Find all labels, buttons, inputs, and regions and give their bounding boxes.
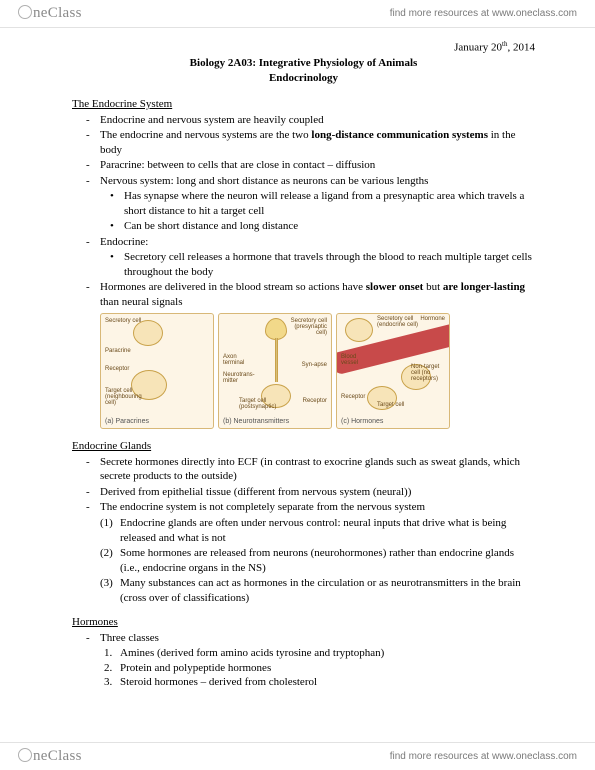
document-subtitle: Endocrinology [72,71,535,86]
caption: Secretory cell (presynaptic cell) [283,318,327,336]
caption: Receptor [105,366,129,372]
caption: Target cell [377,402,404,408]
list-item: Can be short distance and long distance [124,219,535,234]
panel-label: (a) Paracrines [105,417,149,426]
list-item: Secrete hormones directly into ECF (in c… [100,455,535,484]
glands-numbered: (1)Endocrine glands are often under nerv… [100,516,535,605]
list-item: Derived from epithelial tissue (differen… [100,485,535,500]
caption: Secretory cell [105,318,141,324]
list-item: Endocrine: [100,235,535,250]
section-glands-head: Endocrine Glands [72,439,535,454]
caption: Syn-apse [302,362,327,368]
brand-logo: neClass [18,5,82,22]
caption: Receptor [303,398,327,404]
list-item: The endocrine and nervous systems are th… [100,128,535,157]
caption: Axon terminal [223,354,253,366]
brand-logo: neClass [18,748,82,765]
caption: Target cell (neighbouring cell) [105,388,145,406]
resources-link[interactable]: find more resources at www.oneclass.com [390,8,577,19]
document-body: January 20th, 2014 Biology 2A03: Integra… [72,40,535,730]
list-item: Three classes [100,631,535,646]
list-item: Paracrine: between to cells that are clo… [100,158,535,173]
caption: Neurotrans-mitter [223,372,257,384]
caption: Paracrine [105,348,131,354]
document-title: Biology 2A03: Integrative Physiology of … [72,56,535,71]
glands-list: Secrete hormones directly into ECF (in c… [72,455,535,605]
caption: Hormone [420,316,445,322]
logo-circle-icon [18,5,32,19]
caption: Non-target cell (no receptors) [411,364,447,382]
list-item: Hormones are delivered in the blood stre… [100,280,535,309]
panel-hormones: Secretory cell (endocrine cell) Hormone … [336,313,450,429]
panel-label: (c) Hormones [341,417,383,426]
list-item: Has synapse where the neuron will releas… [124,189,535,218]
secretory-cell-icon [345,318,373,342]
nervous-sublist: Has synapse where the neuron will releas… [100,189,535,234]
signaling-figure: Secretory cell Paracrine Receptor Target… [100,313,450,429]
list-item: (2)Some hormones are released from neuro… [120,546,535,575]
caption: Target cell (postsynaptic) [239,398,289,410]
axon-icon [275,338,278,382]
page-header: neClass find more resources at www.onecl… [0,0,595,28]
list-item: Secretory cell releases a hormone that t… [124,250,535,279]
caption: Blood vessel [341,354,371,366]
endocrine-sublist: Secretory cell releases a hormone that t… [100,250,535,279]
list-item: 2.Protein and polypeptide hormones [120,661,535,676]
panel-label: (b) Neurotransmitters [223,417,289,426]
document-date: January 20th, 2014 [72,40,535,55]
caption: Receptor [341,394,365,400]
list-item: (1)Endocrine glands are often under nerv… [120,516,535,545]
page-footer: neClass find more resources at www.onecl… [0,742,595,770]
panel-neurotransmitters: Secretory cell (presynaptic cell) Axon t… [218,313,332,429]
panel-paracrines: Secretory cell Paracrine Receptor Target… [100,313,214,429]
list-item: (3)Many substances can act as hormones i… [120,576,535,605]
section-endocrine-head: The Endocrine System [72,97,535,112]
list-item: Nervous system: long and short distance … [100,174,535,189]
logo-circle-icon [18,748,32,762]
list-item: 3.Steroid hormones – derived from choles… [120,675,535,690]
logo-text: neClass [33,748,82,764]
hormones-classes: 1.Amines (derived form amino acids tyros… [100,646,535,690]
list-item: Endocrine and nervous system are heavily… [100,113,535,128]
endocrine-list: Endocrine and nervous system are heavily… [72,113,535,310]
list-item: 1.Amines (derived form amino acids tyros… [120,646,535,661]
resources-link[interactable]: find more resources at www.oneclass.com [390,751,577,762]
logo-text: neClass [33,5,82,21]
list-item: The endocrine system is not completely s… [100,500,535,515]
hormones-list: Three classes 1.Amines (derived form ami… [72,631,535,690]
section-hormones-head: Hormones [72,615,535,630]
